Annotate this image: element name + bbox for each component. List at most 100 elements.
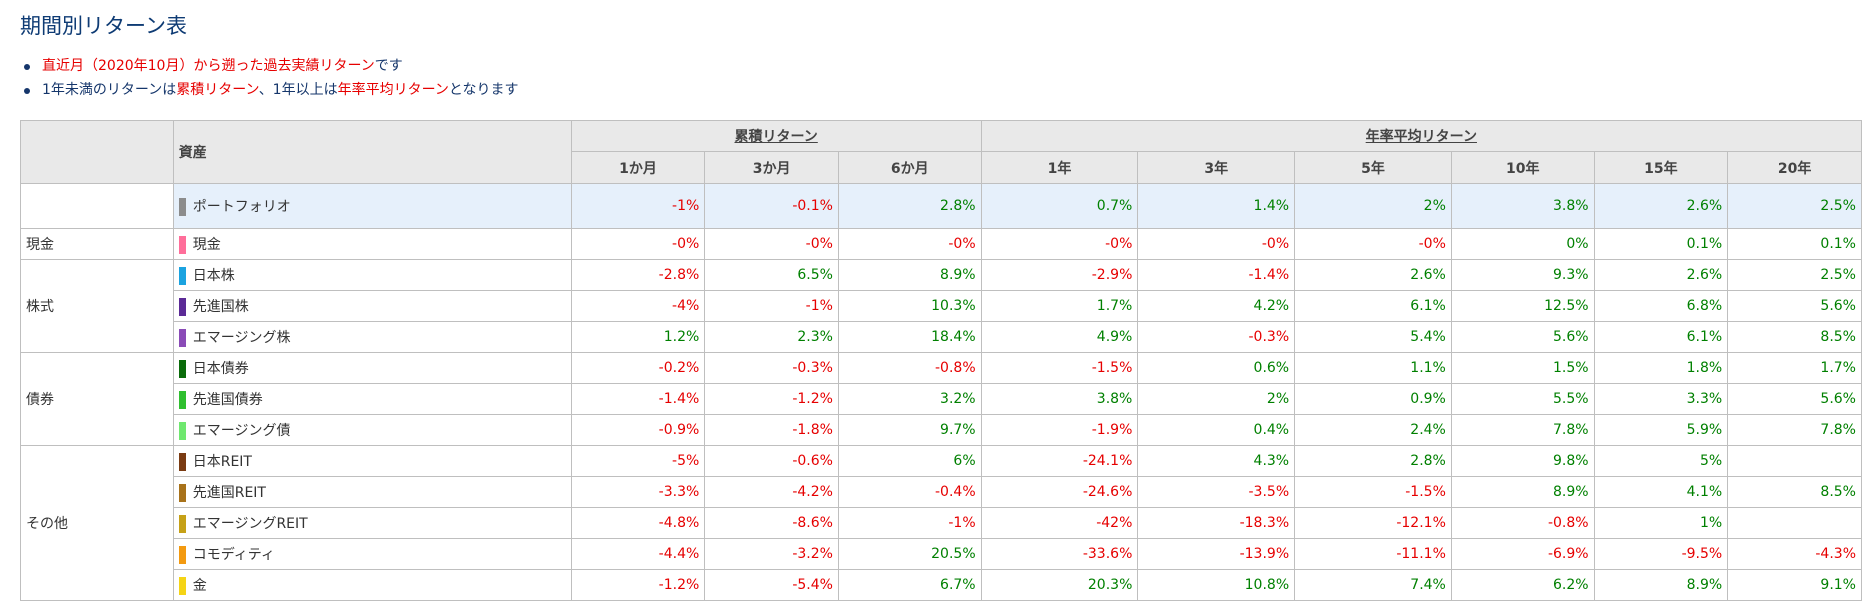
asset-name: 先進国REIT	[172, 476, 572, 508]
return-value: 5.9%	[1593, 414, 1729, 446]
asset-name: ポートフォリオ	[172, 183, 572, 229]
return-value: 0.4%	[1137, 414, 1296, 446]
return-value: -0.6%	[704, 445, 839, 477]
period-header: 10年	[1450, 151, 1595, 184]
return-value: -9.5%	[1593, 538, 1729, 570]
return-value: 2.6%	[1294, 259, 1452, 291]
return-value: -4%	[570, 290, 706, 322]
return-value: -1.2%	[570, 569, 706, 601]
return-value: 12.5%	[1450, 290, 1595, 322]
return-value: 1.4%	[1137, 183, 1296, 229]
period-header: 3年	[1137, 151, 1296, 184]
return-value: 8.5%	[1727, 321, 1862, 353]
return-value: -0.9%	[570, 414, 706, 446]
return-value: 2.3%	[704, 321, 839, 353]
return-value: 7.4%	[1294, 569, 1452, 601]
asset-color-swatch	[178, 391, 186, 409]
return-value	[1727, 507, 1862, 539]
return-value: -13.9%	[1137, 538, 1296, 570]
return-value: -0%	[570, 228, 706, 260]
return-value: 6.8%	[1593, 290, 1729, 322]
return-value: -3.2%	[704, 538, 839, 570]
return-value: -4.4%	[570, 538, 706, 570]
return-value: -1.4%	[570, 383, 706, 415]
return-value: -0%	[1294, 228, 1452, 260]
return-value: -1%	[570, 183, 706, 229]
asset-label: 日本債券	[192, 361, 249, 377]
note-highlight: 年率平均リターン	[337, 82, 449, 98]
return-value: 0.9%	[1294, 383, 1452, 415]
return-value: -3.5%	[1137, 476, 1296, 508]
asset-name: 日本REIT	[172, 445, 572, 477]
return-value: -4.2%	[704, 476, 839, 508]
return-value: 7.8%	[1727, 414, 1862, 446]
table-row: 現金 現金 -0% -0% -0% -0% -0% -0% 0% 0.1% 0.1%	[20, 228, 1862, 260]
period-header: 6か月	[837, 151, 982, 184]
return-value: -0.2%	[570, 352, 706, 384]
period-header: 5年	[1294, 151, 1452, 184]
asset-color-swatch	[178, 329, 186, 347]
return-value: -24.6%	[980, 476, 1139, 508]
return-value: -1.2%	[704, 383, 839, 415]
period-header: 1か月	[570, 151, 706, 184]
asset-label: エマージング債	[192, 423, 291, 439]
return-value: 9.8%	[1450, 445, 1595, 477]
table-body: ポートフォリオ -1% -0.1% 2.8% 0.7% 1.4% 2% 3.8% 2.6% 2.5…	[20, 183, 1862, 601]
return-value: -3.3%	[570, 476, 706, 508]
return-value: 20.5%	[837, 538, 982, 570]
return-value: 10.8%	[1137, 569, 1296, 601]
return-value: 10.3%	[837, 290, 982, 322]
asset-color-swatch	[178, 236, 186, 254]
asset-name: エマージング債	[172, 414, 572, 446]
return-value: 4.1%	[1593, 476, 1729, 508]
return-value: 0.1%	[1727, 228, 1862, 260]
category-cell: 債券	[20, 352, 174, 446]
table-row: 先進国株 -4% -1% 10.3% 1.7% 4.2% 6.1% 12.5% 6.8% 5.6%	[21, 290, 1862, 322]
category-cell: 株式	[20, 259, 174, 353]
asset-name: 先進国債券	[172, 383, 572, 415]
return-value: 7.8%	[1450, 414, 1595, 446]
return-value: -18.3%	[1137, 507, 1296, 539]
asset-color-swatch	[178, 298, 186, 316]
return-value: 2.5%	[1727, 183, 1862, 229]
asset-color-swatch	[178, 198, 186, 216]
note-text: 1年未満のリターンは	[42, 82, 177, 98]
return-value: 2.4%	[1294, 414, 1452, 446]
return-value: 3.8%	[980, 383, 1139, 415]
return-value: 6.7%	[837, 569, 982, 601]
return-value: -1.9%	[980, 414, 1139, 446]
return-value: -0.3%	[1137, 321, 1296, 353]
return-value: 8.9%	[837, 259, 982, 291]
period-header: 20年	[1727, 151, 1862, 184]
return-value: 2%	[1137, 383, 1296, 415]
asset-label: エマージングREIT	[192, 516, 308, 532]
note-item: 1年未満のリターンは累積リターン、1年以上は年率平均リターンとなります	[24, 78, 1853, 102]
asset-color-swatch	[178, 453, 186, 471]
asset-color-swatch	[178, 422, 186, 440]
note-text: 、1年以上は	[258, 82, 338, 98]
note-highlight: 累積リターン	[176, 82, 259, 98]
category-header	[20, 120, 174, 184]
table-row: エマージングREIT -4.8% -8.6% -1% -42% -18.3% -12.1% -…	[21, 507, 1862, 539]
return-value: -0.4%	[837, 476, 982, 508]
asset-color-swatch	[178, 515, 186, 533]
note-item: 直近月（2020年10月）から遡った過去実績リターンです	[24, 54, 1853, 78]
return-value: 9.7%	[837, 414, 982, 446]
return-value: 0.7%	[980, 183, 1139, 229]
asset-label: 先進国株	[192, 299, 249, 315]
return-value: 6.1%	[1593, 321, 1729, 353]
return-value: -0.3%	[704, 352, 839, 384]
return-value: -2.9%	[980, 259, 1139, 291]
return-value: 6.1%	[1294, 290, 1452, 322]
asset-color-swatch	[178, 546, 186, 564]
return-value: 0.1%	[1593, 228, 1729, 260]
asset-label: 先進国債券	[192, 392, 263, 408]
return-value: 5.6%	[1450, 321, 1595, 353]
return-value: 3.2%	[837, 383, 982, 415]
asset-name: 先進国株	[172, 290, 572, 322]
return-value: 1.2%	[570, 321, 706, 353]
return-value: -1.8%	[704, 414, 839, 446]
asset-name: コモディティ	[172, 538, 572, 570]
table-row: その他 日本REIT -5% -0.6% 6% -24.1% 4.3% 2.8% 9.8% 5%	[20, 445, 1862, 601]
return-value: 8.5%	[1727, 476, 1862, 508]
